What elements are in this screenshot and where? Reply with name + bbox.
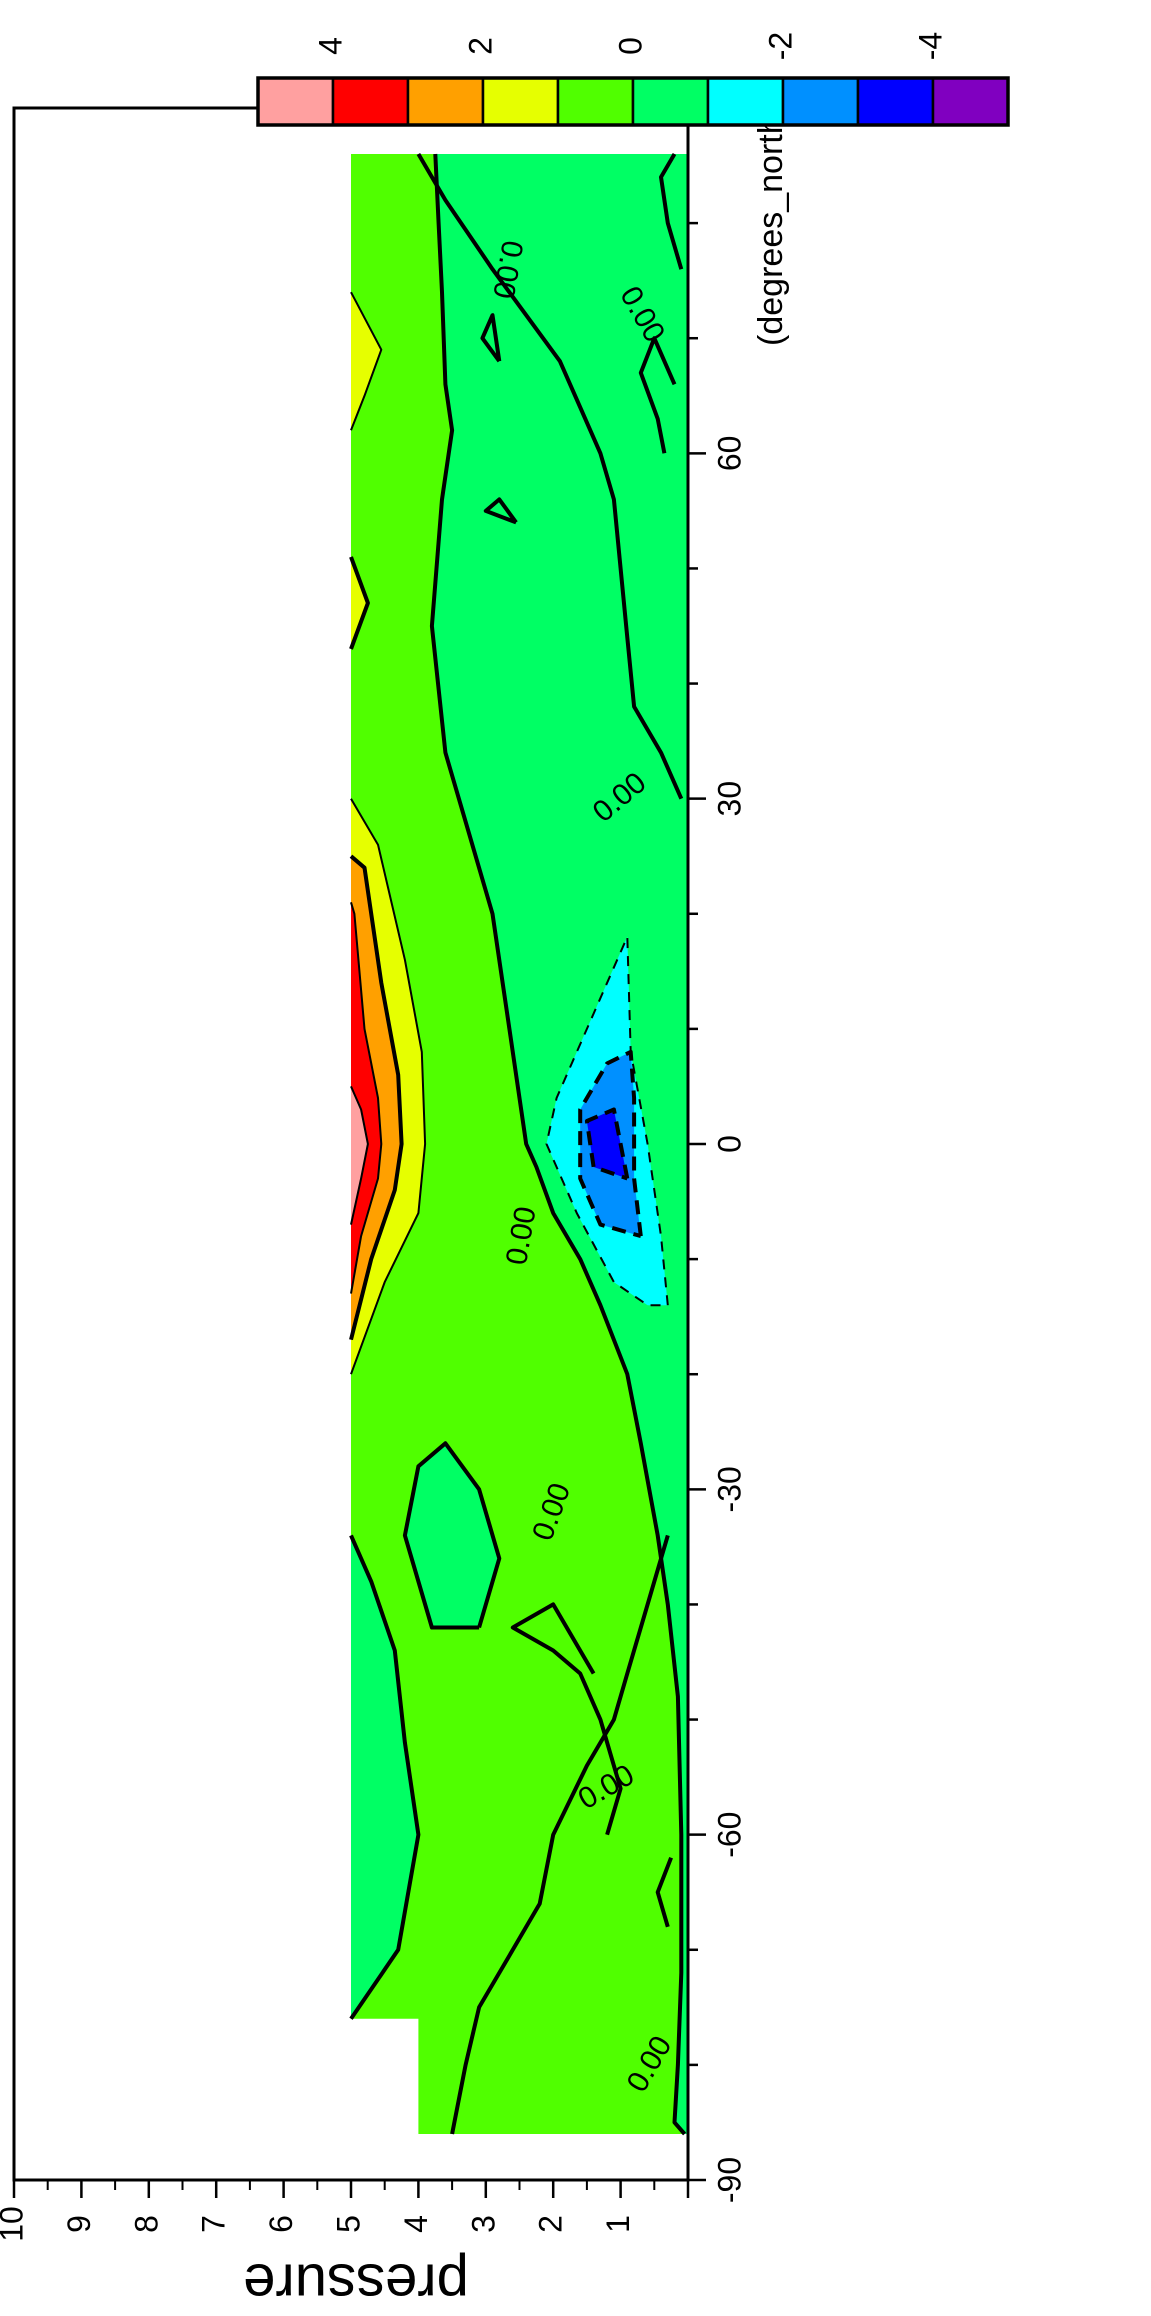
contour-13 bbox=[350, 291, 383, 431]
x-tick-label: 30 bbox=[711, 781, 747, 817]
y-tick-label: 1 bbox=[600, 2215, 636, 2233]
y-tick-label: 3 bbox=[465, 2215, 501, 2233]
contour-7 bbox=[350, 1085, 369, 1225]
colorbar-swatch bbox=[406, 76, 485, 127]
y-axis-label: pressure bbox=[243, 2252, 469, 2316]
contour-15 bbox=[480, 313, 502, 363]
region-8 bbox=[351, 556, 368, 649]
colorbar-swatch bbox=[931, 76, 1010, 127]
colorbar-frame bbox=[256, 76, 1010, 127]
y-tick-label: 7 bbox=[196, 2215, 232, 2233]
colorbar-tick-label: 2 bbox=[462, 37, 498, 55]
colorbar-tick-label: 0 bbox=[612, 37, 648, 55]
contour-14 bbox=[416, 152, 684, 800]
x-tick-label: 60 bbox=[711, 436, 747, 472]
colorbar-swatch bbox=[481, 76, 560, 127]
colorbar-swatch bbox=[256, 76, 335, 127]
contour-0 bbox=[429, 153, 687, 2136]
y-tick-label: 5 bbox=[330, 2215, 366, 2233]
y-tick-label: 4 bbox=[398, 2215, 434, 2233]
x-axis-label: (degrees_north) bbox=[752, 104, 790, 346]
colorbar-swatch bbox=[706, 76, 785, 127]
colorbar-swatch bbox=[556, 76, 635, 127]
plot-area: 0.000.000.000.000.000.000.00 bbox=[349, 152, 688, 2136]
contour-4 bbox=[350, 798, 427, 1375]
contour-19 bbox=[659, 152, 684, 270]
colorbar-swatch bbox=[856, 76, 935, 127]
contour-12 bbox=[349, 556, 370, 650]
y-tick-label: 10 bbox=[0, 2206, 29, 2242]
contour-5 bbox=[349, 854, 404, 1341]
y-tick-label: 9 bbox=[61, 2215, 97, 2233]
y-tick-label: 6 bbox=[263, 2215, 299, 2233]
contour-3 bbox=[584, 1107, 630, 1181]
region-7 bbox=[351, 1086, 368, 1225]
y-tick-label: 2 bbox=[533, 2215, 569, 2233]
contour-8 bbox=[450, 1534, 670, 2135]
x-tick-label: -30 bbox=[711, 1466, 747, 1512]
region-6 bbox=[351, 902, 382, 1294]
colorbar-tick-label: -2 bbox=[762, 32, 798, 60]
contour-18 bbox=[655, 1856, 673, 1928]
contour-10 bbox=[402, 1441, 502, 1630]
contour-9 bbox=[349, 1534, 421, 2020]
contour-16 bbox=[483, 497, 518, 525]
colorbar-swatch bbox=[331, 76, 410, 127]
colorbar-swatch bbox=[631, 76, 710, 127]
region-11 bbox=[404, 1443, 500, 1628]
colorbar-tick-label: 4 bbox=[312, 37, 348, 55]
colorbar-swatch bbox=[781, 76, 860, 127]
region-10 bbox=[351, 1535, 419, 2019]
contour-1 bbox=[545, 935, 669, 1307]
region-9 bbox=[351, 292, 382, 431]
y-tick-label: 8 bbox=[128, 2215, 164, 2233]
x-tick-label: -90 bbox=[711, 2157, 747, 2203]
contour-6 bbox=[350, 902, 383, 1294]
contour-17 bbox=[638, 336, 677, 454]
x-tick-label: 0 bbox=[711, 1135, 747, 1153]
x-tick-label: -60 bbox=[711, 1812, 747, 1858]
contour-2 bbox=[578, 1049, 643, 1239]
contour-11 bbox=[510, 1602, 623, 1836]
colorbar-legend: 4 2 0 -2 -4 bbox=[256, 32, 1010, 127]
colorbar-tick-label: -4 bbox=[912, 32, 948, 60]
